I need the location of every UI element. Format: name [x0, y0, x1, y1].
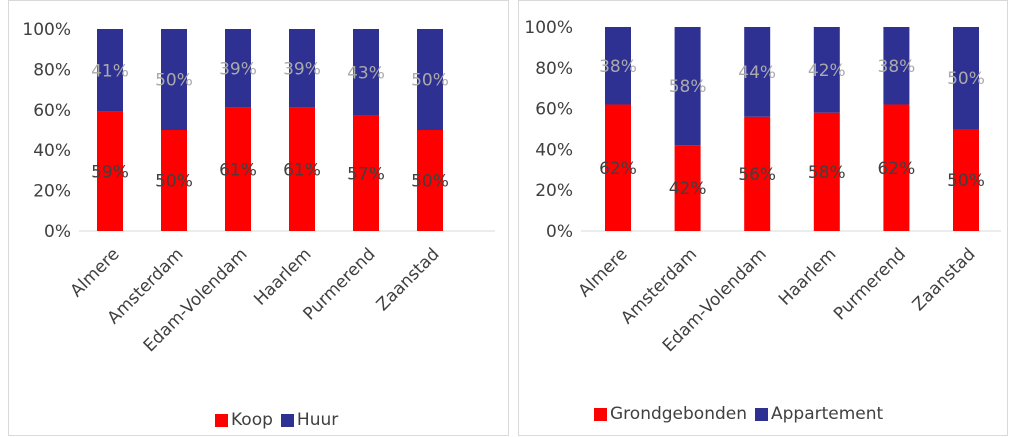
x-tick-label: Haarlem [775, 244, 840, 309]
data-label: 50% [947, 69, 985, 89]
data-label: 50% [411, 172, 449, 192]
chart-panel-dwelling-type: 0% 20% 40% 60% 80% 100% 62% 38% Almere 42% 58% Amst… [518, 0, 1008, 436]
y-tick-label: 40% [33, 141, 71, 161]
data-label: 43% [347, 63, 385, 83]
data-label: 50% [947, 171, 985, 191]
legend-label: Appartement [771, 404, 884, 424]
data-label: 62% [599, 159, 637, 179]
legend-item: Appartement [755, 404, 883, 424]
legend-item: Koop [215, 410, 273, 430]
y-tick-label: 60% [33, 101, 71, 121]
data-label: 42% [669, 179, 707, 199]
x-tick-label: Purmerend [830, 244, 910, 324]
bar-top-segment [289, 29, 315, 108]
data-label: 50% [155, 71, 193, 91]
y-tick-label: 100% [22, 20, 71, 40]
bar-top-segment [605, 27, 631, 105]
data-label: 44% [738, 63, 776, 83]
bar-top-segment [417, 29, 443, 130]
y-tick-label: 20% [33, 182, 71, 202]
bar-bottom-segment [225, 107, 251, 231]
x-tick-label: Haarlem [250, 244, 315, 309]
legend-label: Huur [296, 410, 339, 430]
y-tick-label: 0% [546, 222, 573, 242]
bar-bottom-segment [953, 129, 979, 231]
data-label: 58% [808, 163, 846, 183]
bar-top-segment [353, 29, 379, 116]
legend-item: Grondgebonden [594, 404, 747, 424]
legend-swatch [755, 407, 768, 421]
x-tick-label: Almere [67, 244, 124, 301]
y-tick-label: 20% [535, 181, 573, 201]
x-tick-label: Zaanstad [909, 244, 980, 315]
bar-bottom-segment [674, 145, 701, 231]
bar-bottom-segment [161, 130, 187, 231]
bar-top-segment [813, 27, 840, 113]
legend-swatch [215, 413, 228, 427]
data-label: 56% [738, 165, 776, 185]
data-label: 58% [669, 77, 707, 97]
data-label: 62% [878, 159, 916, 179]
bar-top-segment [744, 27, 771, 117]
bar-bottom-segment [744, 116, 771, 231]
data-label: 61% [219, 160, 257, 180]
data-label: 50% [411, 71, 449, 91]
chart-panel-tenure: 0% 20% 40% 60% 80% 100% 59% 41% Almere 50% 50% Amst… [8, 0, 509, 436]
x-tick-label: Almere [575, 244, 632, 301]
legend-swatch [280, 413, 294, 427]
data-label: 38% [599, 57, 637, 77]
y-tick-label: 100% [524, 18, 573, 38]
data-label: 39% [283, 59, 321, 79]
legend-label: Grondgebonden [610, 404, 747, 424]
bar-top-segment [674, 27, 701, 146]
bar-bottom-segment [97, 111, 123, 231]
data-label: 39% [219, 59, 257, 79]
bar-bottom-segment [813, 112, 840, 231]
legend-swatch [594, 407, 607, 421]
legend-dwelling-type: Grondgebonden Appartement [594, 404, 891, 424]
y-tick-label: 80% [535, 59, 573, 79]
y-tick-label: 0% [44, 222, 71, 242]
data-label: 41% [91, 61, 129, 81]
data-label: 61% [283, 160, 321, 180]
data-label: 38% [878, 57, 916, 77]
chart-dwelling-type: 0%20%40%60%80%100%62%38%Almere42%58%Amst… [524, 18, 1001, 356]
y-tick-label: 40% [535, 140, 573, 160]
bar-top-segment [225, 29, 251, 108]
y-tick-label: 60% [535, 100, 573, 120]
bar-top-segment [883, 27, 910, 105]
bar-top-segment [161, 29, 187, 130]
bar-bottom-segment [605, 104, 631, 231]
bar-bottom-segment [289, 107, 315, 231]
data-label: 42% [808, 61, 846, 81]
legend-item: Huur [280, 410, 339, 430]
bar-bottom-segment [353, 115, 379, 231]
bar-top-segment [953, 27, 979, 129]
y-tick-label: 80% [33, 60, 71, 80]
bar-top-segment [97, 29, 123, 112]
legend-tenure: Koop Huur [215, 410, 346, 430]
legend-label: Koop [231, 410, 273, 430]
x-tick-label: Zaanstad [373, 244, 444, 315]
data-label: 59% [91, 162, 129, 182]
data-label: 50% [155, 172, 193, 192]
bar-bottom-segment [417, 130, 443, 231]
data-label: 57% [347, 164, 385, 184]
chart-tenure: 0%20%40%60%80%100%59%41%Almere50%50%Amst… [22, 20, 495, 356]
bar-bottom-segment [883, 104, 910, 231]
